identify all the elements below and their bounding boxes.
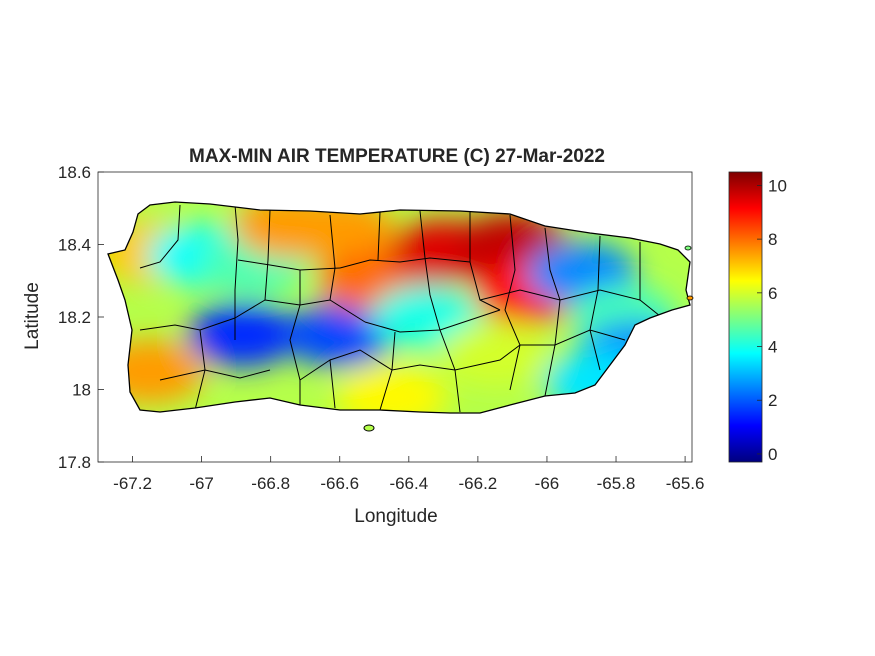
x-axis-label: Longitude: [354, 506, 437, 527]
heat-region-7: [284, 202, 395, 262]
colorbar-tick-label: 10: [768, 176, 787, 195]
colorbar-tick-label: 6: [768, 284, 777, 303]
y-tick-label: 17.8: [58, 453, 91, 472]
y-axis-label: Latitude: [22, 282, 43, 350]
islet-east: [686, 295, 694, 301]
y-axis-ticks: 18.6 18.4 18.2 18 17.8: [58, 163, 104, 472]
x-tick-label: -65.8: [597, 474, 636, 493]
chart-title: MAX-MIN AIR TEMPERATURE (C) 27-Mar-2022: [189, 146, 605, 167]
y-tick-label: 18.4: [58, 236, 91, 255]
x-tick-label: -65.6: [666, 474, 705, 493]
x-tick-label: -66: [535, 474, 560, 493]
colorbar: [728, 171, 763, 463]
y-tick-label: 18.2: [58, 308, 91, 327]
islet-northeast: [684, 245, 692, 251]
colorbar-tick-label: 2: [768, 391, 777, 410]
heat-region-3: [188, 303, 299, 368]
x-tick-label: -67: [189, 474, 214, 493]
x-tick-label: -66.6: [320, 474, 359, 493]
heat-region-6: [284, 303, 395, 368]
colorbar-tick-label: 4: [768, 338, 777, 357]
colorbar-tick-label: 0: [768, 445, 777, 464]
x-tick-label: -66.4: [389, 474, 428, 493]
x-tick-label: -66.8: [251, 474, 290, 493]
x-tick-label: -67.2: [113, 474, 152, 493]
x-axis-ticks: -67.2 -67 -66.8 -66.6 -66.4 -66.2 -66 -65.8 -65.…: [113, 456, 704, 493]
islet-caja-de-muerto: [363, 424, 375, 432]
heat-region-13: [440, 321, 551, 386]
y-tick-label: 18: [72, 381, 91, 400]
colorbar-ticks: 10 8 6 4 2 0: [757, 176, 787, 464]
y-tick-label: 18.6: [58, 163, 91, 182]
municipality-boundaries: [139, 204, 661, 413]
island-coastline: [107, 201, 691, 414]
colorbar-tick-label: 8: [768, 230, 777, 249]
x-tick-label: -66.2: [459, 474, 498, 493]
